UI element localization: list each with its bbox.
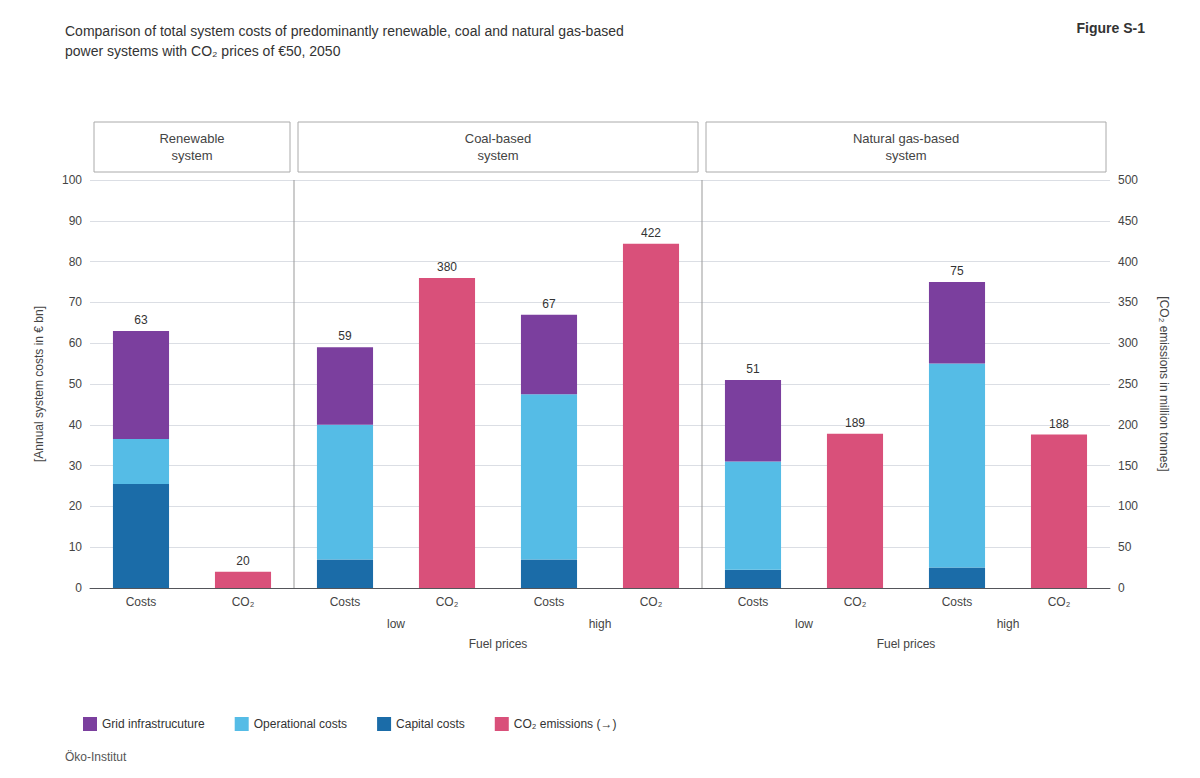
svg-text:200: 200 bbox=[1118, 418, 1138, 432]
svg-text:380: 380 bbox=[437, 260, 457, 274]
svg-text:30: 30 bbox=[69, 459, 83, 473]
svg-text:450: 450 bbox=[1118, 214, 1138, 228]
svg-text:40: 40 bbox=[69, 418, 83, 432]
svg-text:100: 100 bbox=[1118, 499, 1138, 513]
svg-text:CO₂: CO₂ bbox=[436, 595, 459, 609]
svg-text:system: system bbox=[885, 148, 926, 163]
svg-text:[CO₂ emissions in million tonn: [CO₂ emissions in million tonnes] bbox=[1157, 296, 1171, 471]
svg-text:CO₂: CO₂ bbox=[640, 595, 663, 609]
svg-text:Natural gas-based: Natural gas-based bbox=[853, 131, 959, 146]
svg-text:low: low bbox=[795, 617, 813, 631]
svg-text:Costs: Costs bbox=[126, 595, 157, 609]
svg-text:CO₂: CO₂ bbox=[844, 595, 867, 609]
svg-text:189: 189 bbox=[845, 416, 865, 430]
svg-text:51: 51 bbox=[746, 362, 760, 376]
svg-text:50: 50 bbox=[69, 377, 83, 391]
svg-text:20: 20 bbox=[69, 499, 83, 513]
svg-text:90: 90 bbox=[69, 214, 83, 228]
svg-text:Figure S-1: Figure S-1 bbox=[1077, 20, 1146, 36]
svg-text:Comparison of total system cos: Comparison of total system costs of pred… bbox=[65, 23, 624, 39]
svg-text:500: 500 bbox=[1118, 173, 1138, 187]
svg-text:67: 67 bbox=[542, 297, 556, 311]
svg-text:422: 422 bbox=[641, 226, 661, 240]
svg-text:Grid infrastrucuture: Grid infrastrucuture bbox=[102, 717, 205, 731]
svg-text:70: 70 bbox=[69, 295, 83, 309]
svg-text:400: 400 bbox=[1118, 255, 1138, 269]
svg-text:low: low bbox=[387, 617, 405, 631]
svg-text:Fuel prices: Fuel prices bbox=[469, 637, 528, 651]
svg-text:59: 59 bbox=[338, 329, 352, 343]
svg-text:Öko-Institut: Öko-Institut bbox=[65, 750, 127, 764]
svg-text:80: 80 bbox=[69, 255, 83, 269]
svg-text:system: system bbox=[171, 148, 212, 163]
svg-text:0: 0 bbox=[1118, 581, 1125, 595]
svg-text:Fuel prices: Fuel prices bbox=[877, 637, 936, 651]
svg-text:Costs: Costs bbox=[738, 595, 769, 609]
svg-text:100: 100 bbox=[62, 173, 82, 187]
svg-text:Coal-based: Coal-based bbox=[465, 131, 532, 146]
svg-text:Costs: Costs bbox=[942, 595, 973, 609]
svg-text:Capital costs: Capital costs bbox=[396, 717, 465, 731]
svg-text:power systems with CO₂ prices: power systems with CO₂ prices of €50, 20… bbox=[65, 43, 341, 59]
svg-text:Operational costs: Operational costs bbox=[254, 717, 347, 731]
svg-text:10: 10 bbox=[69, 540, 83, 554]
svg-text:system: system bbox=[477, 148, 518, 163]
svg-text:75: 75 bbox=[950, 264, 964, 278]
svg-text:63: 63 bbox=[134, 313, 148, 327]
svg-text:Costs: Costs bbox=[330, 595, 361, 609]
svg-text:[Annual system costs in € bn]: [Annual system costs in € bn] bbox=[32, 306, 46, 462]
svg-text:CO₂ emissions (→): CO₂ emissions (→) bbox=[514, 717, 617, 731]
svg-text:CO₂: CO₂ bbox=[1048, 595, 1071, 609]
svg-text:300: 300 bbox=[1118, 336, 1138, 350]
svg-text:60: 60 bbox=[69, 336, 83, 350]
svg-text:0: 0 bbox=[75, 581, 82, 595]
svg-text:188: 188 bbox=[1049, 417, 1069, 431]
svg-text:150: 150 bbox=[1118, 459, 1138, 473]
svg-text:50: 50 bbox=[1118, 540, 1132, 554]
svg-text:20: 20 bbox=[236, 554, 250, 568]
svg-text:Renewable: Renewable bbox=[159, 131, 224, 146]
svg-text:Costs: Costs bbox=[534, 595, 565, 609]
svg-text:high: high bbox=[589, 617, 612, 631]
svg-text:high: high bbox=[997, 617, 1020, 631]
svg-text:CO₂: CO₂ bbox=[232, 595, 255, 609]
svg-text:350: 350 bbox=[1118, 295, 1138, 309]
svg-text:250: 250 bbox=[1118, 377, 1138, 391]
